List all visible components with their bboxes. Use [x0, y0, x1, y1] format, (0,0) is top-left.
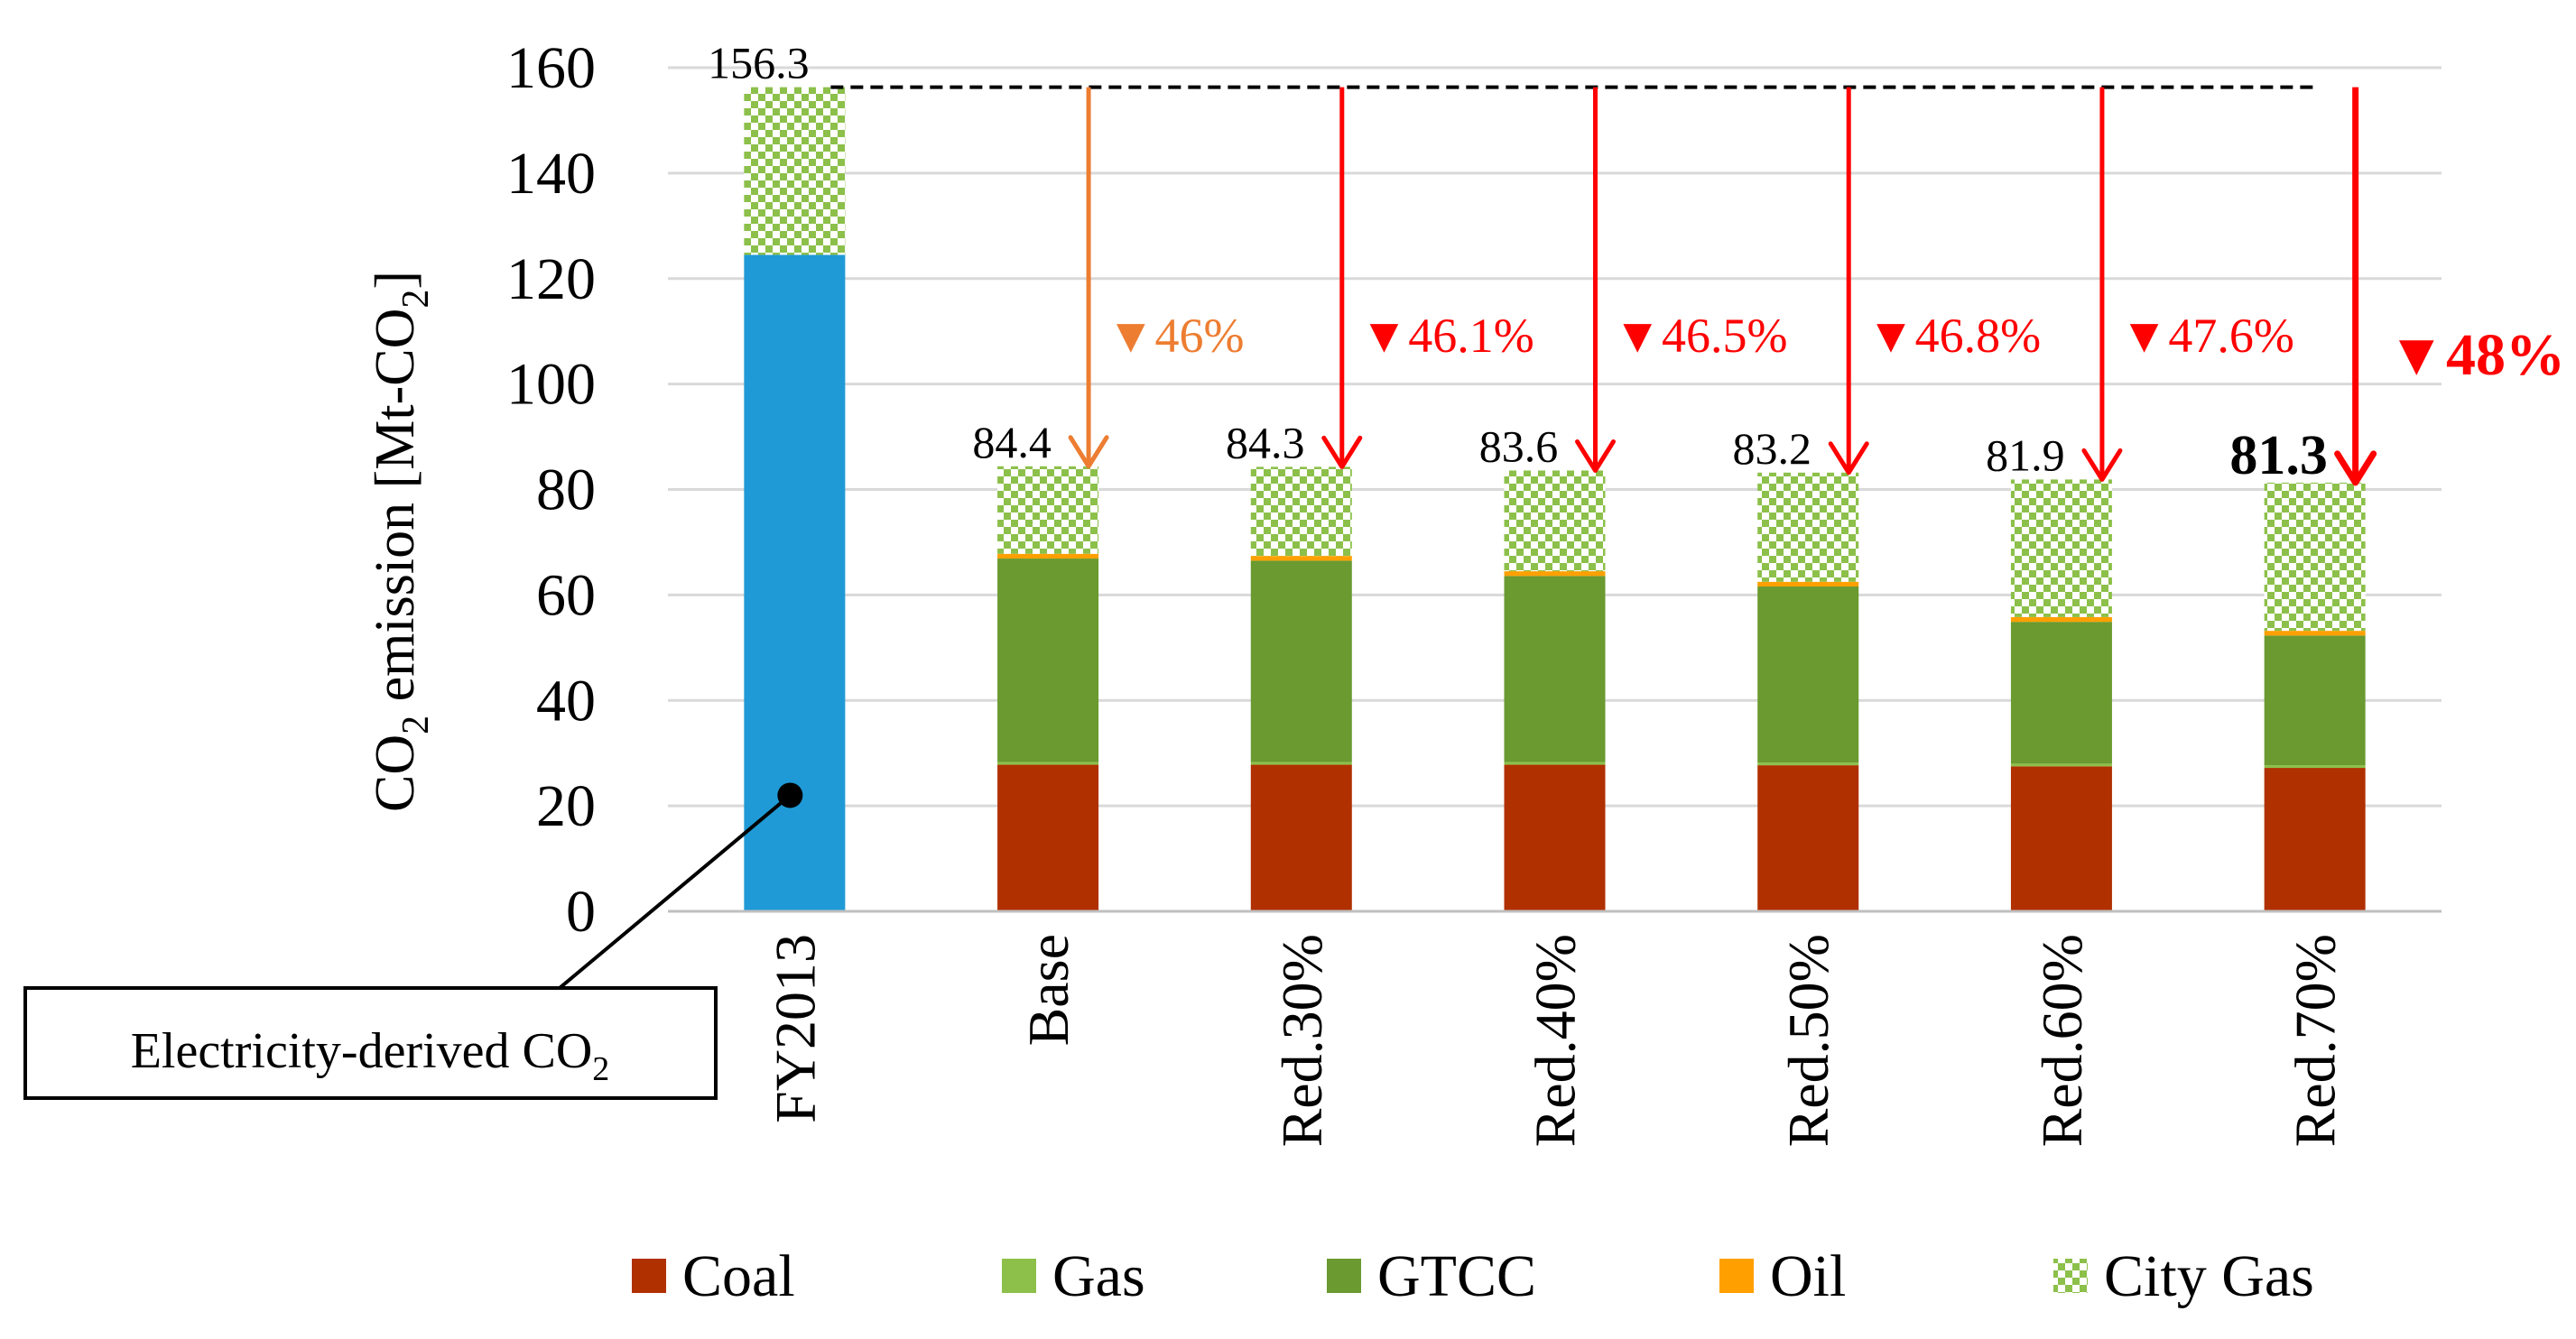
- legend-swatch-gas: [1002, 1259, 1036, 1293]
- bar-Red.40%-gtcc: [1504, 576, 1606, 762]
- y-label-part-3: ]: [365, 271, 426, 290]
- y-tick-60: 60: [536, 562, 596, 628]
- y-tick-140: 140: [506, 141, 596, 207]
- category-label-Red.70%: Red.70%: [2284, 934, 2348, 1147]
- callout-text: Electricity-derived CO2: [131, 1023, 610, 1088]
- bar-Red.40%-city-gas: [1504, 470, 1606, 572]
- bar-Red.60%-gtcc: [2010, 622, 2112, 764]
- stacked-bars: [744, 87, 2366, 911]
- bar-Red.40%-coal: [1504, 764, 1606, 911]
- category-label-Red.50%: Red.50%: [1776, 934, 1840, 1147]
- arrow-head-Red.40%: [1575, 439, 1616, 473]
- total-labels: 156.3 84.4 84.3 83.6 83.2 81.9 81.3: [708, 38, 2328, 486]
- category-label-Red.40%: Red.40%: [1524, 934, 1588, 1147]
- y-tick-80: 80: [536, 457, 596, 523]
- total-label-Red.60%: 81.9: [1986, 429, 2065, 480]
- legend-label-coal: Coal: [682, 1243, 795, 1309]
- bar-Base-coal: [997, 764, 1099, 911]
- bar-Base-gtcc: [997, 559, 1099, 762]
- y-tick-40: 40: [536, 668, 596, 734]
- legend-label-oil: Oil: [1770, 1243, 1846, 1309]
- y-label-sub-1: 2: [395, 716, 437, 734]
- bar-Red.70%-oil: [2264, 631, 2366, 636]
- bar-Red.70%-city-gas: [2264, 482, 2366, 632]
- y-axis-ticks: 0 20 40 60 80 100 120 140 160: [506, 35, 596, 945]
- reduction-label-Red.60%: ▼47.6%: [2120, 309, 2294, 363]
- reduction-arrows: [1068, 87, 2377, 486]
- bar-Red.30%-coal: [1250, 764, 1352, 911]
- bar-Red.70%-coal: [2264, 768, 2366, 911]
- bar-Red.50%-coal: [1757, 765, 1859, 911]
- bar-FY2013-electricity-derived-co2: [744, 254, 846, 911]
- legend-swatch-coal: [632, 1259, 666, 1293]
- bar-Red.60%-city-gas: [2010, 479, 2112, 617]
- total-label-Base: 84.4: [972, 417, 1052, 467]
- legend: Coal Gas GTCC Oil City Gas: [632, 1243, 2314, 1309]
- bar-Base-gas: [997, 762, 1099, 765]
- bar-Red.50%-gas: [1757, 762, 1859, 766]
- bar-Red.30%-gas: [1250, 762, 1352, 765]
- bar-Red.70%-gas: [2264, 765, 2366, 769]
- total-label-Red.40%: 83.6: [1479, 420, 1559, 471]
- callout-box: [23, 986, 718, 1100]
- arrow-head-Base: [1068, 435, 1109, 469]
- reduction-labels: ▼46% ▼46.1% ▼46.5% ▼46.8% ▼47.6% ▼48%: [1107, 309, 2565, 388]
- bar-FY2013-city-gas: [744, 87, 846, 255]
- callout-leader-line: [558, 793, 792, 990]
- legend-swatch-oil: [1719, 1259, 1754, 1293]
- bar-Red.30%-oil: [1250, 556, 1352, 561]
- total-label-Red.70%: 81.3: [2229, 425, 2328, 486]
- total-label-Red.30%: 84.3: [1226, 417, 1305, 467]
- bar-Red.50%-oil: [1757, 581, 1859, 587]
- reduction-label-Base: ▼46%: [1107, 309, 1244, 363]
- bar-Red.60%-gas: [2010, 763, 2112, 767]
- category-label-Red.30%: Red.30%: [1270, 934, 1334, 1147]
- electricity-callout: Electricity-derived CO2: [23, 782, 803, 1100]
- y-tick-0: 0: [566, 879, 596, 945]
- bar-Red.30%-city-gas: [1250, 466, 1352, 557]
- bar-Red.30%-gtcc: [1250, 560, 1352, 762]
- bar-Base-oil: [997, 553, 1099, 559]
- y-tick-20: 20: [536, 773, 596, 839]
- category-label-Base: Base: [1016, 934, 1080, 1046]
- callout-text-sub: 2: [592, 1050, 609, 1088]
- y-tick-100: 100: [506, 352, 596, 418]
- y-label-part-2: emission [Mt-CO: [365, 309, 426, 716]
- reduction-label-Red.30%: ▼46.1%: [1360, 309, 1534, 363]
- arrow-head-Red.50%: [1828, 441, 1869, 476]
- y-tick-120: 120: [506, 246, 596, 312]
- legend-label-gas: Gas: [1052, 1243, 1145, 1309]
- y-tick-160: 160: [506, 35, 596, 101]
- legend-swatch-city-gas: [2053, 1259, 2088, 1293]
- bar-Red.70%-gtcc: [2264, 635, 2366, 766]
- category-label-Red.60%: Red.60%: [2030, 934, 2094, 1147]
- bar-Red.50%-gtcc: [1757, 586, 1859, 763]
- total-label-Red.50%: 83.2: [1732, 423, 1812, 474]
- reduction-label-Red.70%: ▼48%: [2387, 322, 2565, 388]
- total-label-FY2013: 156.3: [708, 38, 810, 88]
- callout-text-main: Electricity-derived CO: [131, 1023, 593, 1079]
- bar-Base-city-gas: [997, 466, 1099, 554]
- bar-Red.60%-coal: [2010, 766, 2112, 911]
- arrow-head-Red.60%: [2081, 448, 2123, 482]
- y-axis-label: CO2 emission [Mt-CO2]: [365, 271, 437, 812]
- bar-Red.60%-oil: [2010, 616, 2112, 623]
- reduction-label-Red.50%: ▼46.8%: [1867, 309, 2041, 363]
- category-labels: FY2013 Base Red.30% Red.40% Red.50% Red.60% Re…: [763, 934, 2347, 1147]
- category-label-FY2013: FY2013: [763, 934, 827, 1123]
- bar-Red.40%-oil: [1504, 571, 1606, 577]
- bar-Red.50%-city-gas: [1757, 472, 1859, 582]
- reduction-label-Red.40%: ▼46.5%: [1614, 309, 1788, 363]
- bar-Red.40%-gas: [1504, 762, 1606, 765]
- legend-swatch-gtcc: [1327, 1259, 1361, 1293]
- legend-label-gtcc: GTCC: [1377, 1243, 1536, 1309]
- y-label-part-1: CO: [365, 734, 426, 812]
- arrow-head-Red.70%: [2334, 450, 2377, 486]
- arrow-head-Red.30%: [1321, 435, 1363, 469]
- y-label-sub-2: 2: [395, 290, 437, 309]
- legend-label-city-gas: City Gas: [2104, 1243, 2314, 1309]
- callout-dot: [777, 782, 803, 808]
